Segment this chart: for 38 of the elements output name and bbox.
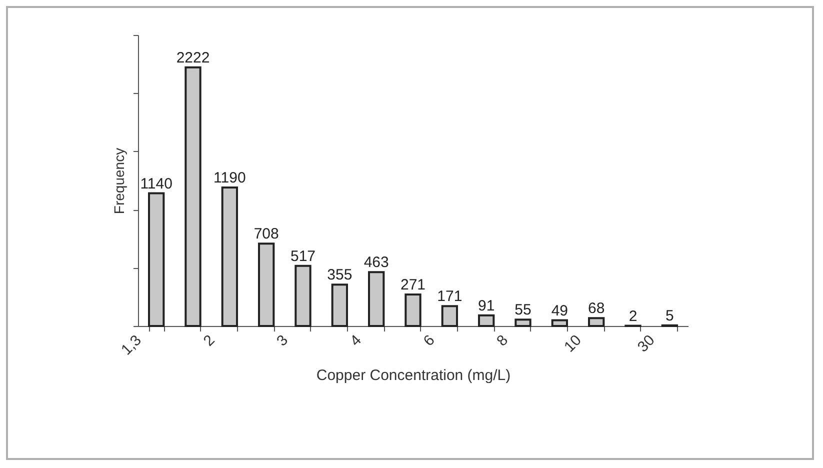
data-label: 2 bbox=[628, 308, 638, 325]
bar bbox=[514, 318, 532, 327]
y-axis-title: Frequency bbox=[111, 148, 127, 214]
data-label: 271 bbox=[400, 276, 426, 294]
x-tick-label: 10 bbox=[561, 332, 585, 356]
data-label: 91 bbox=[478, 297, 495, 314]
x-tick-label: 1,3 bbox=[118, 332, 145, 359]
bar bbox=[258, 242, 275, 327]
data-label: 517 bbox=[290, 248, 316, 265]
bar bbox=[331, 284, 348, 327]
data-label: 68 bbox=[588, 300, 605, 318]
bar bbox=[404, 293, 422, 327]
data-label: 1190 bbox=[214, 169, 246, 186]
bar bbox=[551, 319, 568, 327]
data-label: 49 bbox=[551, 302, 568, 320]
data-label: 5 bbox=[665, 307, 674, 324]
data-label: 2222 bbox=[176, 49, 210, 66]
x-tick-label: 30 bbox=[634, 332, 658, 356]
x-tick-label: 6 bbox=[420, 332, 438, 350]
bar bbox=[184, 66, 202, 327]
data-label: 1140 bbox=[140, 175, 172, 192]
bar bbox=[478, 314, 495, 327]
bar bbox=[441, 305, 458, 327]
bar bbox=[221, 186, 238, 327]
bar bbox=[368, 271, 385, 327]
bar bbox=[294, 264, 312, 327]
x-tick-label: 4 bbox=[346, 332, 365, 350]
data-label: 171 bbox=[437, 288, 462, 306]
data-label: 463 bbox=[364, 254, 389, 272]
x-tick-label: 8 bbox=[494, 332, 512, 350]
x-tick-label: 3 bbox=[274, 332, 292, 350]
bar bbox=[588, 317, 605, 327]
data-label: 708 bbox=[254, 226, 279, 243]
data-label: 55 bbox=[514, 302, 532, 319]
bar bbox=[148, 192, 165, 327]
data-label: 355 bbox=[327, 266, 352, 284]
x-axis-title: Copper Concentration (mg/L) bbox=[316, 366, 511, 384]
x-tick-label: 2 bbox=[200, 332, 218, 350]
